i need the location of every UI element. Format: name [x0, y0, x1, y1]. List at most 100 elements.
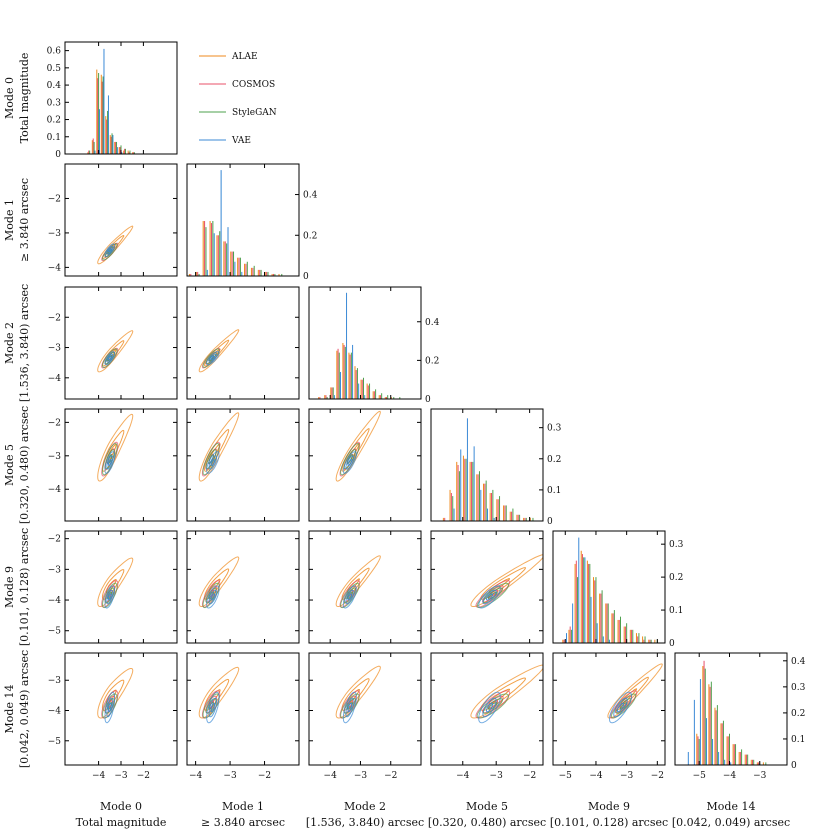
- y-tick-label-m14: −5: [48, 737, 62, 747]
- contour-alae-level-3: [97, 225, 134, 265]
- contour-panel-m14-vs-m2: −4 −3 −2: [308, 652, 422, 781]
- histogram-frame-m2: [308, 286, 422, 400]
- y-tick-label-m1: −4: [48, 263, 62, 273]
- x-axis-title-m0: Mode 0: [100, 800, 142, 813]
- contour-vae-level-2: [208, 589, 218, 605]
- contour-vae-level-3: [342, 451, 357, 474]
- density-tick-label-m0: 0.1: [47, 133, 61, 143]
- x-tick-label-m5: −2: [523, 771, 536, 781]
- histogram-panel-m14: −5 −4 −3 0 0.1 0.2 0.3 0.4: [674, 652, 806, 781]
- x-tick-label-m5: −3: [490, 771, 504, 781]
- contour-vae-level-1: [486, 593, 493, 601]
- x-tick-label-m9: −3: [620, 771, 634, 781]
- contour-panel-m5-vs-m2: [308, 408, 422, 522]
- y-tick-label-m2: −3: [48, 344, 62, 354]
- legend-label-stylegan: StyleGAN: [232, 108, 277, 118]
- contour-panel-m9-vs-m1: [186, 530, 300, 644]
- contour-vae-level-2: [345, 455, 355, 470]
- contour-vae-level-1: [210, 593, 216, 601]
- contour-stylegan-level-3: [340, 442, 360, 476]
- x-axis-title-m5: Mode 5: [466, 800, 508, 813]
- x-tick-label-m14: −5: [693, 771, 707, 781]
- density-tick-label-m9: 0.1: [669, 606, 683, 616]
- x-axis-subtitle-m9: [0.101, 0.128) arcsec: [550, 816, 668, 829]
- density-tick-label-m0: 0.4: [47, 81, 62, 91]
- x-tick-label-m14: −3: [753, 771, 767, 781]
- contour-lines: [198, 666, 240, 724]
- x-tick-label-m2: −4: [324, 771, 338, 781]
- contour-panel-m9-vs-m0: −5 −4 −3 −2: [48, 530, 178, 644]
- contour-lines: [198, 556, 240, 609]
- x-axis-subtitle-m14: [0.042, 0.049) arcsec: [672, 816, 790, 829]
- y-tick-label-m5: −3: [48, 452, 62, 462]
- panel-frame: [430, 652, 544, 766]
- panel-frame: [430, 530, 544, 644]
- contour-vae-level-2: [613, 697, 628, 718]
- y-tick-label-m2: −2: [48, 313, 61, 323]
- y-axis-title-m0: Mode 0: [3, 77, 16, 119]
- histogram-frame-m14: [674, 652, 788, 766]
- density-tick-label-m9: 0.3: [669, 540, 684, 550]
- contour-vae-level-1: [210, 355, 216, 361]
- y-tick-label-m9: −2: [48, 535, 61, 545]
- x-tick-label-m0: −3: [114, 771, 128, 781]
- contour-vae-level-1: [108, 593, 112, 601]
- contour-lines: [97, 668, 134, 724]
- contour-lines: [335, 410, 381, 482]
- contour-panel-m2-vs-m0: −4 −3 −2: [48, 286, 178, 400]
- x-tick-label-m9: −4: [589, 771, 603, 781]
- density-tick-label-m2: 0.2: [425, 356, 439, 366]
- histogram-frame-m0: [64, 41, 178, 155]
- contour-vae-level-3: [104, 351, 116, 366]
- contour-vae-level-1: [210, 459, 216, 466]
- y-tick-label-m2: −4: [48, 374, 62, 384]
- contour-vae-level-3: [206, 451, 220, 474]
- panel-frame: [64, 652, 178, 766]
- legend-label-cosmos: COSMOS: [232, 80, 275, 90]
- contour-vae-level-3: [206, 691, 220, 724]
- density-tick-label-m14: 0.1: [791, 735, 805, 745]
- x-tick-label-m1: −3: [223, 771, 237, 781]
- contour-stylegan-level-3: [476, 693, 510, 719]
- x-axis-subtitle-m2: [1.536, 3.840) arcsec: [306, 816, 424, 829]
- x-axis-title-m1: Mode 1: [222, 800, 264, 813]
- contour-cosmos-level-3: [201, 580, 221, 608]
- contour-alae-level-3: [335, 665, 381, 719]
- y-axis-title-m9: Mode 9: [3, 566, 16, 608]
- density-tick-label-m1: 0.2: [303, 231, 317, 241]
- histogram-panel-m0: 0 0.1 0.2 0.3 0.4 0.5 0.6: [47, 41, 178, 160]
- contour-vae-level-3: [608, 691, 633, 724]
- y-axis-title-m14: Mode 14: [3, 685, 16, 734]
- contour-vae-level-1: [108, 459, 112, 466]
- contour-vae-level-1: [347, 593, 353, 601]
- panel-frame: [308, 652, 422, 766]
- x-axis-title-m9: Mode 9: [588, 800, 630, 813]
- legend-label-vae: VAE: [231, 136, 251, 146]
- density-tick-label-m5: 0: [547, 517, 553, 527]
- contour-lines: [198, 329, 240, 373]
- contour-vae-level-2: [106, 589, 114, 605]
- y-tick-label-m14: −4: [48, 707, 62, 717]
- contour-panel-m14-vs-m5: −4 −3 −2: [430, 652, 544, 781]
- contour-alae-level-3: [198, 556, 240, 607]
- contour-vae-level-3: [104, 243, 116, 257]
- contour-panel-m5-vs-m0: −4 −3 −2: [48, 408, 178, 522]
- y-tick-label-m1: −2: [48, 194, 61, 204]
- contour-lines: [470, 554, 543, 609]
- contour-lines: [335, 665, 381, 724]
- density-tick-label-m0: 0.2: [47, 116, 61, 126]
- density-tick-label-m1: 0.4: [303, 191, 318, 201]
- y-tick-label-m9: −5: [48, 627, 62, 637]
- density-tick-label-m9: 0: [669, 639, 675, 649]
- contour-vae-level-3: [104, 691, 116, 724]
- x-tick-label-m1: −4: [189, 771, 203, 781]
- contour-lines: [97, 413, 134, 482]
- y-tick-label-m14: −3: [48, 676, 62, 686]
- density-tick-label-m5: 0.2: [547, 455, 561, 465]
- contour-vae-level-3: [206, 351, 220, 366]
- contour-vae-level-1: [347, 459, 353, 466]
- contour-stylegan-level-3: [476, 582, 510, 609]
- y-tick-label-m5: −4: [48, 485, 62, 495]
- contour-vae-level-2: [345, 589, 355, 605]
